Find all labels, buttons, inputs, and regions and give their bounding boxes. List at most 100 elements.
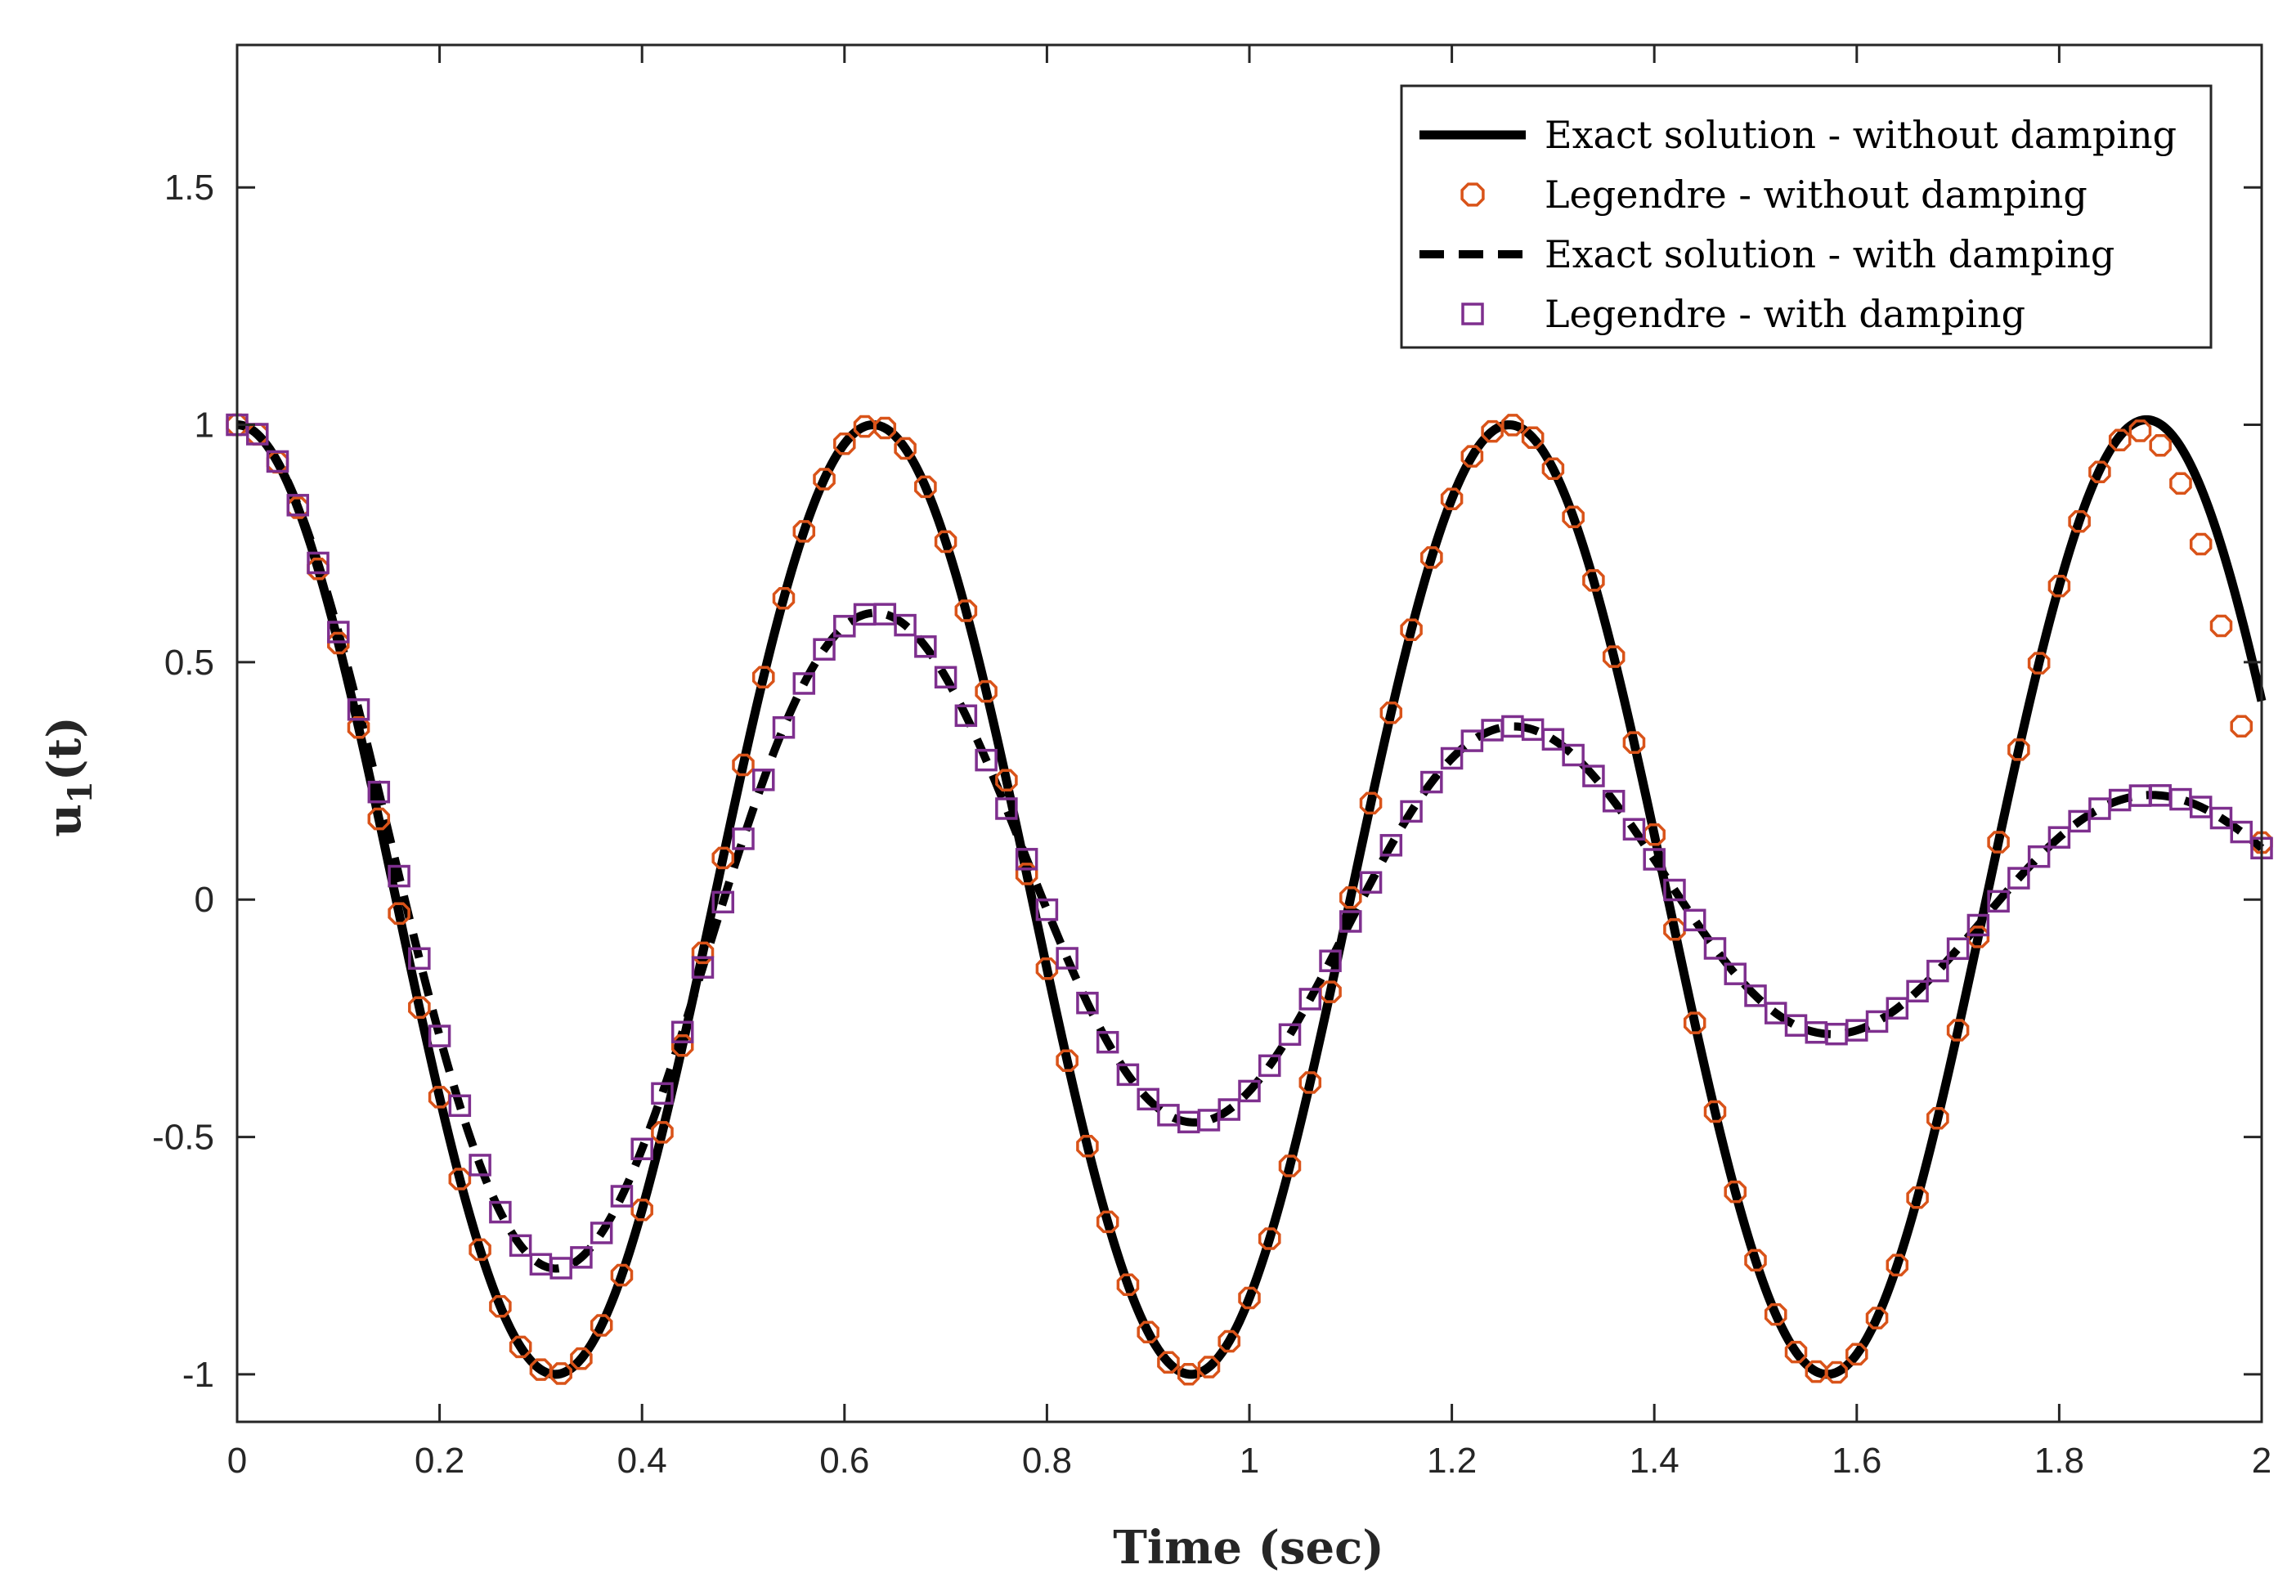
legendre-damped-marker xyxy=(1137,1087,1159,1111)
legendre-undamped-marker xyxy=(1056,1049,1078,1072)
y-tick-label: -1 xyxy=(182,1355,214,1395)
legendre-damped-marker xyxy=(2007,867,2030,890)
x-tick-label: 0.2 xyxy=(415,1441,464,1481)
legendre-damped-marker xyxy=(813,638,836,661)
legendre-undamped-marker xyxy=(894,437,917,460)
legendre-undamped-marker xyxy=(1157,1351,1180,1374)
legendre-undamped-marker xyxy=(1541,457,1565,481)
legendre-damped-marker xyxy=(1440,746,1464,770)
legendre-damped-marker xyxy=(570,1246,593,1269)
x-axis-title: Time (sec) xyxy=(1113,1521,1384,1575)
legendre-damped-marker xyxy=(286,494,310,517)
legendre-undamped-marker xyxy=(711,846,735,870)
legendre-damped-marker xyxy=(1886,997,1909,1020)
legendre-undamped-marker xyxy=(1724,1180,1747,1204)
legendre-undamped-marker xyxy=(590,1314,613,1337)
legendre-undamped-marker xyxy=(2027,652,2051,675)
legendre-undamped-marker xyxy=(1501,414,1524,437)
legendre-damped-marker xyxy=(1643,848,1666,871)
legendre-damped-marker xyxy=(1420,770,1443,794)
legendre-damped-marker xyxy=(307,551,330,575)
legendre-undamped-marker xyxy=(367,807,391,831)
y-tick-label: 1.5 xyxy=(164,168,214,208)
legendre-undamped-marker xyxy=(388,902,410,925)
legendre-damped-marker xyxy=(1339,910,1362,933)
legendre-damped-marker xyxy=(1096,1030,1119,1054)
legendre-damped-marker xyxy=(1116,1063,1140,1087)
legendre-undamped-marker xyxy=(1359,791,1383,815)
legendre-undamped-marker xyxy=(2169,472,2192,495)
legendre-undamped-marker xyxy=(1784,1340,1808,1364)
legendre-damped-marker xyxy=(1562,743,1585,767)
legendre-undamped-marker xyxy=(1926,1106,1949,1130)
legendre-undamped-marker xyxy=(1440,487,1464,510)
legendre-undamped-marker xyxy=(651,1121,674,1144)
legendre-damped-marker xyxy=(670,1020,694,1044)
legendre-undamped-marker xyxy=(1886,1253,1909,1277)
legendre-damped-marker xyxy=(1602,790,1626,813)
legendre-undamped-marker xyxy=(408,996,431,1019)
y-tick-label: 0 xyxy=(195,880,214,920)
legendre-undamped-marker xyxy=(448,1168,472,1190)
legendre-damped-marker xyxy=(246,423,269,446)
legendre-damped-marker xyxy=(772,716,796,739)
legendre-undamped-marker xyxy=(1460,445,1484,468)
legendre-undamped-marker xyxy=(2007,738,2030,761)
legendre-undamped-marker xyxy=(2230,715,2253,738)
legendre-damped-marker xyxy=(1400,800,1423,823)
legendre-undamped-marker xyxy=(1845,1343,1868,1366)
legendre-undamped-marker xyxy=(570,1347,593,1370)
legendre-damped-marker xyxy=(2068,809,2091,833)
x-tick-label: 2 xyxy=(2252,1441,2271,1481)
legendre-undamped-marker xyxy=(792,520,816,543)
legendre-damped-marker xyxy=(1622,818,1646,841)
x-tick-label: 1.4 xyxy=(1630,1441,1679,1481)
y-tick-label: 0.5 xyxy=(164,643,214,683)
legendre-damped-marker xyxy=(1906,980,1929,1003)
legend-swatch-circle-marker xyxy=(1460,182,1485,207)
legendre-undamped-marker xyxy=(469,1238,491,1262)
legendre-undamped-marker xyxy=(772,586,796,610)
legendre-damped-marker xyxy=(1015,848,1038,871)
legend-label: Exact solution - without damping xyxy=(1545,113,2177,157)
legendre-damped-marker xyxy=(1703,937,1727,960)
legendre-undamped-marker xyxy=(934,530,957,554)
legend-label: Exact solution - with damping xyxy=(1545,232,2114,276)
legendre-undamped-marker xyxy=(2108,428,2132,452)
legendre-damped-marker xyxy=(388,864,410,888)
legendre-damped-marker xyxy=(610,1185,634,1208)
legendre-undamped-marker xyxy=(1137,1320,1159,1344)
legendre-damped-marker xyxy=(711,890,734,914)
legendre-undamped-marker xyxy=(2189,532,2213,556)
legendre-damped-marker xyxy=(995,797,1018,820)
legendre-damped-marker xyxy=(1258,1054,1281,1078)
legend-entry: Exact solution - with damping xyxy=(1419,232,2114,276)
legendre-damped-marker xyxy=(954,704,978,728)
legendre-damped-marker xyxy=(1359,871,1383,894)
legend-entry: Legendre - with damping xyxy=(1461,292,2025,336)
legendre-undamped-marker xyxy=(1278,1154,1302,1177)
legendre-undamped-marker xyxy=(995,769,1018,792)
legend-entry: Legendre - without damping xyxy=(1460,173,2087,217)
legendre-damped-marker xyxy=(266,450,289,473)
legendre-damped-marker xyxy=(934,666,957,689)
x-tick-label: 1.6 xyxy=(1832,1441,1881,1481)
legendre-damped-marker xyxy=(1946,937,1970,961)
legendre-undamped-marker xyxy=(853,415,877,438)
x-tick-label: 0.8 xyxy=(1022,1441,1072,1481)
legendre-undamped-marker xyxy=(1400,618,1423,642)
y-tick-label: 1 xyxy=(195,406,214,446)
legendre-undamped-marker xyxy=(1177,1362,1200,1386)
legend-box xyxy=(1400,84,2213,349)
legendre-damped-marker xyxy=(590,1222,613,1244)
legendre-damped-marker xyxy=(1379,834,1403,857)
legendre-damped-marker xyxy=(1765,1002,1787,1024)
legendre-damped-marker xyxy=(1035,898,1059,921)
x-tick-label: 1.8 xyxy=(2034,1441,2084,1481)
legendre-undamped-marker xyxy=(610,1263,634,1287)
legendre-damped-marker xyxy=(469,1154,491,1177)
legendre-undamped-marker xyxy=(1096,1210,1119,1234)
x-tick-label: 1 xyxy=(1240,1441,1259,1481)
x-tick-label: 0.6 xyxy=(819,1441,869,1481)
legendre-damped-marker xyxy=(1582,764,1605,787)
